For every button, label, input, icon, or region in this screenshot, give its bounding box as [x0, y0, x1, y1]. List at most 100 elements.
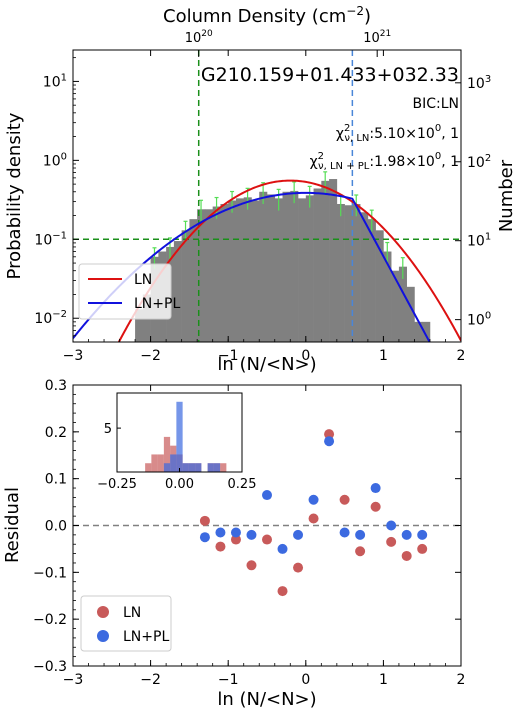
histogram-bar: [251, 200, 260, 342]
residual-point-lnpl: [230, 527, 241, 538]
pdf-y-tick-label-left: 100: [43, 151, 67, 169]
bic-annotation: BIC:LN: [413, 96, 460, 112]
pdf-top-ticks: 1020 1021: [185, 29, 391, 57]
inset-x-tick-label: 0.25: [228, 477, 257, 492]
residual-point-ln: [230, 534, 241, 545]
histogram-bar: [321, 180, 330, 342]
residual-point-lnpl: [262, 490, 272, 501]
pdf-y-tick-label-left: 10−2: [34, 309, 67, 327]
residual-point-ln: [246, 560, 257, 571]
top-axis-label: Column Density (cm−2): [163, 4, 371, 27]
histogram-bar: [173, 241, 182, 342]
top-axis-tick-label: 1021: [363, 29, 391, 46]
residual-point-lnpl: [308, 494, 319, 505]
pdf-x-tick-label: 0: [301, 348, 310, 364]
pdf-legend-label-ln: LN: [134, 272, 152, 288]
residual-x-tick-label: 1: [379, 672, 388, 688]
residual-x-tick-label: 2: [457, 672, 466, 688]
residual-point-lnpl: [355, 529, 366, 540]
residual-point-lnpl: [324, 436, 335, 447]
pdf-x-tick-label: −3: [63, 348, 84, 364]
inset-bar-ln: [220, 463, 227, 472]
pdf-legend: LN LN+PL: [78, 263, 180, 320]
histogram-bar: [344, 205, 353, 342]
pdf-y-axis-label-left: Probability density: [4, 112, 25, 279]
histogram-bar: [383, 251, 392, 342]
histogram-bar: [298, 198, 307, 342]
pdf-y-tick-label-right: 103: [467, 74, 491, 92]
histogram-bar: [414, 321, 423, 342]
inset-bar-lnpl: [207, 463, 214, 472]
histogram-bar: [243, 197, 252, 342]
inset-bar-lnpl: [170, 454, 177, 472]
histogram-bar: [220, 203, 229, 342]
residual-legend-label-ln: LN: [123, 605, 141, 621]
histogram-bar: [235, 198, 245, 342]
residual-point-ln: [355, 546, 366, 557]
pdf-x-tick-label: −1: [218, 348, 239, 364]
residual-x-ticks: −3 −2 −1 0 1 2: [63, 385, 466, 688]
histogram-bar: [181, 230, 190, 342]
inset-x-ticks: −0.25 0.00 0.25: [97, 468, 256, 492]
histogram-bars: [135, 179, 431, 342]
residual-y-tick-label: 0.1: [45, 472, 67, 488]
residual-inset: −0.25 0.00 0.25 5: [97, 392, 256, 492]
residual-point-lnpl: [417, 529, 428, 540]
inset-bar-lnpl: [163, 463, 171, 472]
pdf-x-tick-label: −2: [140, 348, 161, 364]
pdf-y-tick-label-right: 102: [467, 153, 491, 171]
pdf-x-axis-label: ln (N/<N>): [217, 354, 316, 375]
residual-point-lnpl: [199, 532, 210, 543]
residual-point-ln: [262, 534, 272, 545]
residual-x-tick-label: −1: [218, 672, 239, 688]
residual-x-tick-label: −3: [63, 672, 84, 688]
residual-point-ln: [370, 501, 381, 512]
histogram-bar: [274, 198, 283, 342]
inset-bars: [145, 401, 227, 472]
histogram-bar: [422, 321, 431, 342]
residual-point-ln: [417, 543, 428, 554]
histogram-bar: [204, 209, 213, 342]
histogram-bar: [282, 191, 291, 342]
residual-panel: −3 −2 −1 0 1 2 −0.3 −0.2 −0.1 0.0 0.1 0.2 0.3 ln (N…: [2, 378, 465, 710]
histogram-bar: [391, 270, 400, 342]
chi2-ln-annotation: χ2 ν, LN:5.10×100, 1: [336, 123, 459, 144]
pdf-legend-box: [78, 263, 172, 320]
residual-point-lnpl: [215, 527, 226, 538]
pdf-y-tick-label-left: 10−1: [34, 230, 67, 248]
pdf-y-axis-label-right: Number: [496, 159, 517, 232]
chi2-lnpl-annotation: χ2 ν, LN + PL:1.98×100, 1: [310, 151, 459, 172]
histogram-bar: [406, 286, 415, 342]
residual-point-ln: [215, 541, 226, 552]
inset-x-tick-label: −0.25: [97, 477, 137, 492]
inset-bar-ln: [151, 454, 158, 472]
histogram-bar: [212, 206, 221, 342]
reference-lines: [73, 50, 461, 342]
residual-y-tick-label: −0.3: [33, 659, 67, 675]
residual-y-tick-label: 0.2: [45, 425, 67, 441]
residual-point-ln: [293, 562, 304, 573]
residual-x-tick-label: 0: [301, 672, 310, 688]
residual-x-tick-label: −2: [140, 672, 161, 688]
pdf-y-tick-label-left: 101: [43, 72, 67, 90]
residual-points: [199, 429, 428, 597]
inset-y-tick-label: 5: [104, 422, 112, 437]
residual-y-tick-label: −0.1: [33, 565, 67, 581]
residual-y-tick-label: 0.0: [45, 519, 67, 535]
pdf-x-ticks: −3 −2 −1 0 1 2: [63, 50, 465, 364]
inset-bar-ln: [145, 463, 152, 472]
histogram-bar: [360, 212, 369, 342]
histogram-bar: [305, 195, 314, 342]
histogram-bar: [259, 191, 268, 342]
residual-point-lnpl: [277, 543, 288, 554]
histogram-bar: [329, 179, 338, 342]
histogram-bar: [135, 309, 144, 342]
pdf-y-tick-label-right: 100: [467, 311, 491, 329]
residual-x-axis-label: ln (N/<N>): [217, 689, 316, 710]
histogram-bar: [267, 194, 276, 342]
residual-point-ln: [401, 550, 412, 561]
pdf-x-tick-label: 1: [379, 348, 388, 364]
inset-x-tick-label: 0.00: [165, 477, 194, 492]
residual-legend: LN LN+PL: [80, 595, 172, 652]
